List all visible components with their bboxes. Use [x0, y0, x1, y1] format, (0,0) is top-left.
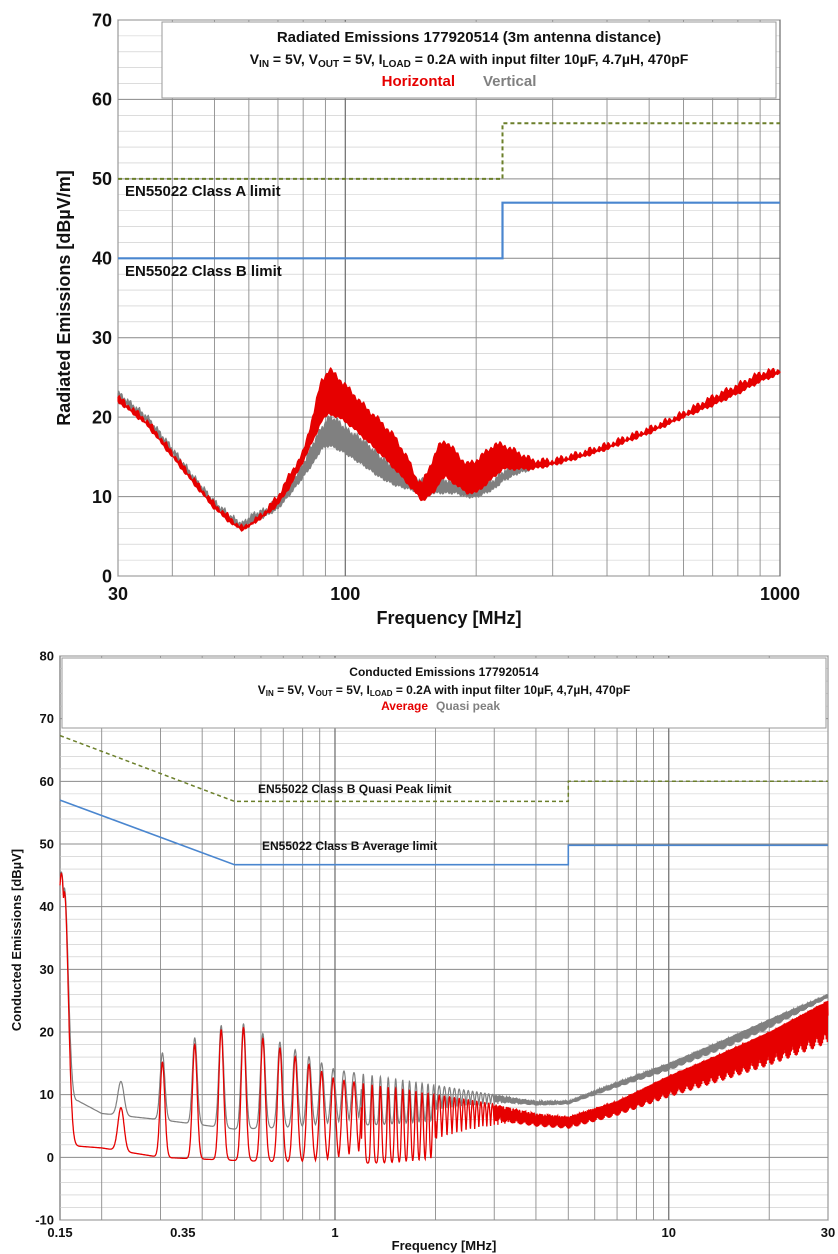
x-tick-label: 0.35 [170, 1225, 195, 1240]
chart-subtitle-2: VIN = 5V, VOUT = 5V, ILOAD = 0.2A with i… [258, 683, 631, 698]
legend-quasi-peak-2: Quasi peak [436, 699, 500, 713]
qp-limit-label: EN55022 Class B Quasi Peak limit [258, 782, 451, 796]
chart-title-2: Conducted Emissions 177920514 [349, 665, 539, 679]
radiated-emissions-chart: 0 10 20 30 40 50 60 70 30 100 1000 Radiated Emissi… [54, 10, 800, 628]
y-tick-label: 30 [40, 962, 54, 977]
limit-lines-2 [59, 734, 828, 866]
legend-vertical-1: Vertical [483, 73, 536, 90]
x-tick-label: 1 [331, 1225, 338, 1240]
conducted-emissions-chart: -10 0 10 20 30 40 50 60 70 80 0.15 0.35 1 10 30 Conduc… [9, 649, 835, 1253]
x-tick-label: 30 [108, 584, 128, 604]
y-tick-label: 60 [40, 774, 54, 789]
limit-lines-1 [118, 122, 780, 260]
tick-labels-1: 0 10 20 30 40 50 60 70 30 100 1000 [92, 10, 800, 604]
series-group-1 [117, 367, 781, 532]
y-tick-label: 60 [92, 90, 112, 110]
x-tick-label: 10 [662, 1225, 676, 1240]
y-tick-label: 0 [102, 566, 112, 586]
class-a-limit-label: EN55022 Class A limit [125, 183, 281, 200]
x-axis-label-1: Frequency [MHz] [376, 608, 521, 628]
limit-line-solid [59, 799, 828, 866]
y-tick-label: 80 [40, 649, 54, 664]
y-tick-label: 50 [92, 169, 112, 189]
horizontal-series-band [117, 367, 781, 532]
plot-area-2 [59, 655, 829, 1221]
y-tick-label: 20 [40, 1025, 54, 1040]
y-tick-label: 50 [40, 837, 54, 852]
x-tick-label: 0.15 [47, 1225, 72, 1240]
y-tick-label: 70 [92, 10, 112, 30]
y-tick-label: 30 [92, 328, 112, 348]
legend-horizontal-1: Horizontal [382, 73, 455, 90]
y-tick-label: 70 [40, 711, 54, 726]
limit-line-dashed [59, 734, 828, 803]
class-b-limit-label: EN55022 Class B limit [125, 263, 282, 280]
series-group-2 [59, 871, 829, 1164]
limit-line-solid [118, 201, 780, 260]
y-tick-label: 10 [92, 487, 112, 507]
tick-labels-2: -10 0 10 20 30 40 50 60 70 80 0.15 0.35 1 10 30 [35, 649, 835, 1240]
chart-subtitle-1: VIN = 5V, VOUT = 5V, ILOAD = 0.2A with i… [250, 51, 689, 70]
x-tick-label: 100 [330, 584, 360, 604]
limit-line-dashed [118, 122, 780, 180]
y-tick-label: 0 [47, 1150, 54, 1165]
title-box-2 [61, 657, 827, 729]
chart-title-1: Radiated Emissions 177920514 (3m antenna… [277, 29, 661, 46]
y-tick-label: -10 [35, 1213, 54, 1228]
legend-average-2: Average [381, 699, 428, 713]
x-tick-label: 30 [821, 1225, 835, 1240]
y-tick-label: 40 [92, 249, 112, 269]
avg-limit-label: EN55022 Class B Average limit [262, 839, 437, 853]
title-box-1 [161, 21, 777, 99]
y-tick-label: 10 [40, 1087, 54, 1102]
quasi-peak-series-line [59, 871, 829, 1130]
y-tick-label: 40 [40, 899, 54, 914]
x-tick-label: 1000 [760, 584, 800, 604]
y-axis-label-1: Radiated Emissions [dBµV/m] [54, 170, 74, 425]
x-axis-label-2: Frequency [MHz] [392, 1238, 497, 1253]
average-series-line [59, 872, 829, 1164]
y-tick-label: 20 [92, 407, 112, 427]
y-axis-label-2: Conducted Emissions [dBµV] [9, 849, 24, 1031]
